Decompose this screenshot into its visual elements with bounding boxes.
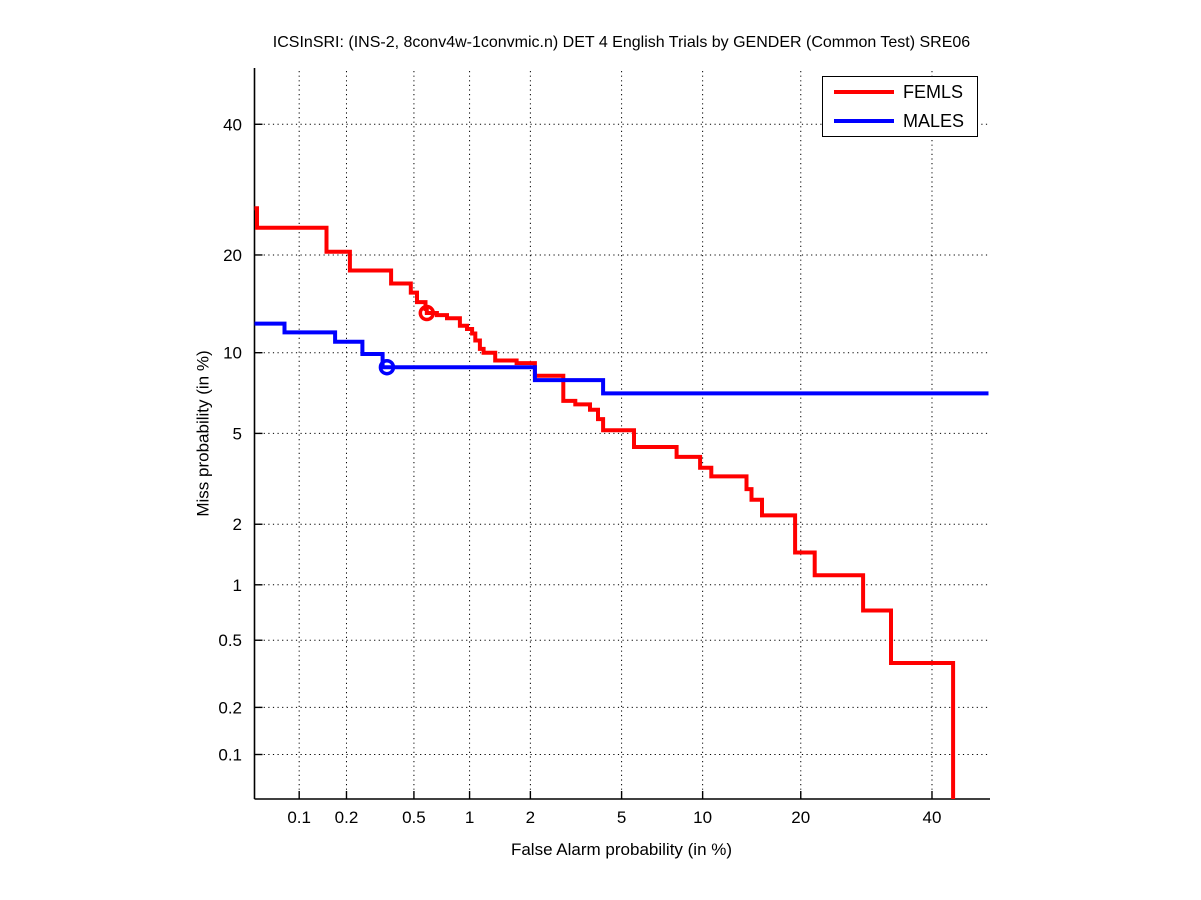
y-tick-label: 10 (223, 344, 242, 363)
y-tick-label: 0.5 (218, 631, 242, 650)
legend-entry-males: MALES (823, 108, 977, 134)
y-tick-label: 5 (233, 424, 242, 443)
tick-marks (254, 123, 933, 799)
x-tick-label: 10 (693, 808, 712, 827)
males-curve (254, 321, 989, 396)
grid (254, 68, 989, 799)
axes-spines (253, 68, 990, 800)
y-tick-label: 2 (233, 515, 242, 534)
y-tick-label: 20 (223, 246, 242, 265)
x-tick-label: 0.1 (287, 808, 311, 827)
x-tick-label: 2 (526, 808, 535, 827)
legend-label-males: MALES (903, 110, 965, 131)
x-tick-label: 5 (617, 808, 626, 827)
femls-operating-point-marker (418, 304, 436, 322)
x-tick-label: 40 (923, 808, 942, 827)
legend-entry-femls: FEMLS (823, 79, 977, 105)
x-tick-label: 1 (465, 808, 474, 827)
y-tick-label: 0.1 (218, 746, 242, 765)
legend-line-femls (834, 90, 894, 95)
legend-line-males (834, 118, 894, 123)
tick-labels: 0.1 0.2 0.5 1 2 5 10 20 40 0.1 0.2 0.5 1 2 5 10 20 40 (218, 115, 941, 827)
chart-title: ICSInSRI: (INS-2, 8conv4w-1convmic.n) DE… (272, 34, 971, 51)
legend-label-femls: FEMLS (903, 82, 964, 103)
y-axis-label: Miss probability (in %) (193, 350, 213, 517)
y-tick-label: 40 (223, 115, 242, 134)
femls-curve (254, 206, 956, 799)
x-tick-label: 0.5 (402, 808, 426, 827)
x-tick-label: 0.2 (335, 808, 359, 827)
x-tick-label: 20 (791, 808, 810, 827)
males-operating-point-marker (378, 358, 396, 376)
y-tick-label: 0.2 (218, 698, 242, 717)
y-tick-label: 1 (233, 576, 242, 595)
legend-box: FEMLS MALES (822, 76, 978, 137)
x-axis-label: False Alarm probability (in %) (510, 840, 733, 859)
